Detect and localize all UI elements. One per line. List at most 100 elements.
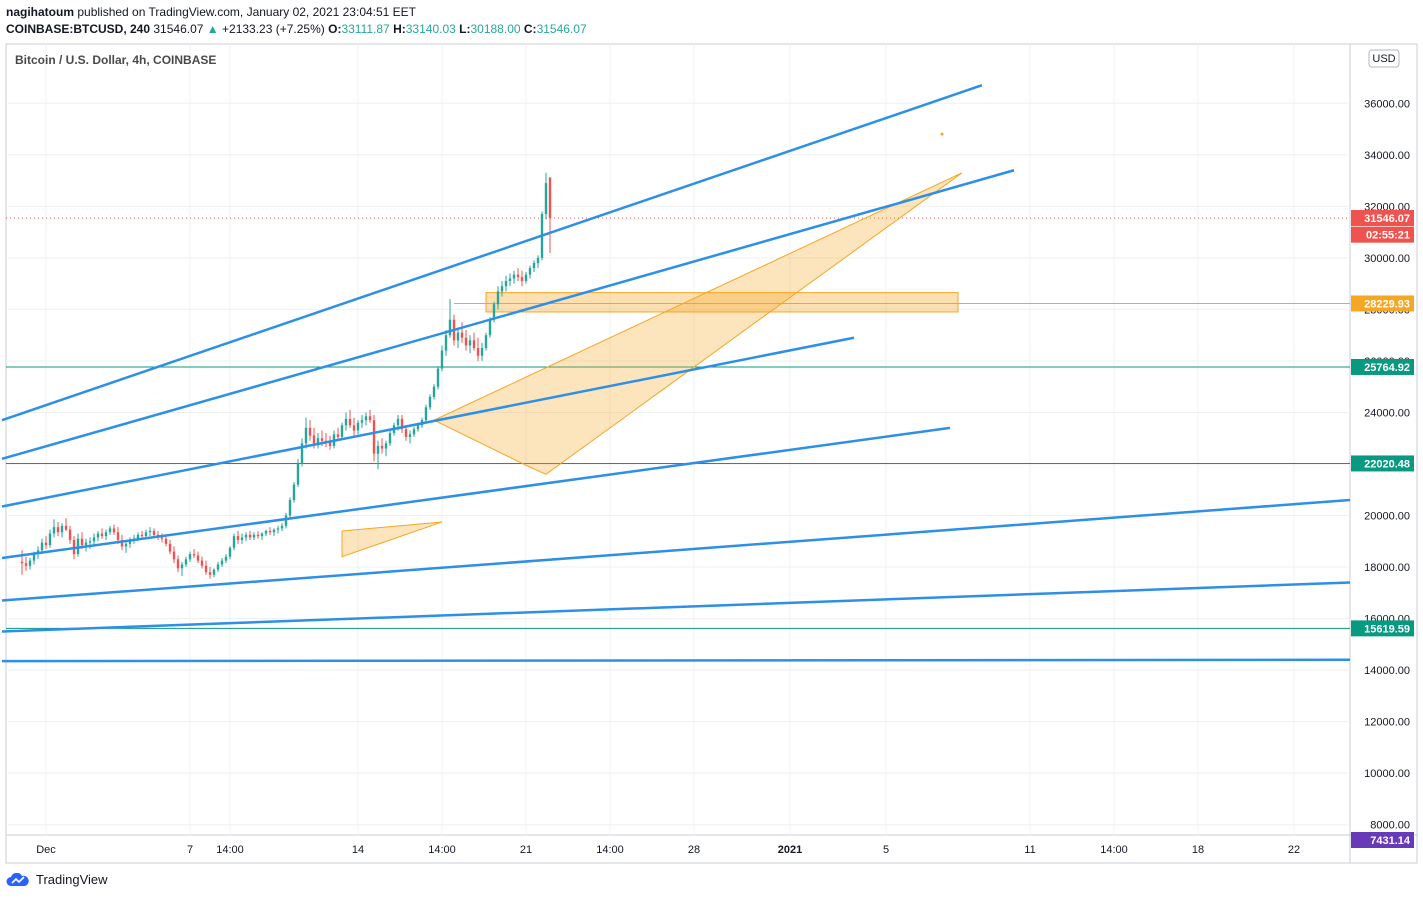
- low-price-text: 7431.14: [1370, 835, 1411, 847]
- candle-body: [180, 564, 184, 569]
- candle: [336, 427, 340, 441]
- marker-dot: [940, 132, 944, 136]
- candle: [508, 273, 512, 287]
- candle-body: [148, 530, 152, 533]
- candle: [356, 420, 360, 435]
- candle: [304, 417, 308, 449]
- candle: [100, 528, 104, 539]
- x-tick-label: 18: [1192, 844, 1204, 856]
- candle-body: [80, 538, 84, 546]
- price-level-label-text: 31546.07: [1364, 213, 1410, 225]
- candle: [208, 567, 212, 579]
- candle-body: [96, 533, 100, 538]
- candle: [124, 541, 128, 553]
- candle-body: [296, 463, 300, 485]
- symbol-label: COINBASE:BTCUSD, 240: [6, 22, 151, 36]
- candle: [284, 512, 288, 529]
- candle-body: [364, 416, 368, 421]
- low-value: 30188.00: [470, 22, 521, 36]
- candle-body: [344, 418, 348, 426]
- candle-body: [208, 572, 212, 575]
- x-tick-label: Dec: [36, 844, 56, 856]
- candle-body: [336, 434, 340, 437]
- candle-body: [388, 433, 392, 444]
- candle-body: [436, 368, 440, 387]
- candle: [428, 394, 432, 410]
- candle-body: [120, 539, 124, 547]
- currency-badge: USD: [1368, 49, 1400, 68]
- candle-body: [460, 332, 464, 338]
- candle: [168, 539, 172, 555]
- candle: [348, 409, 352, 428]
- y-tick-label: 18000.00: [1364, 562, 1410, 574]
- candle-body: [216, 564, 220, 570]
- candle-body: [228, 547, 232, 557]
- candle-body: [304, 427, 308, 444]
- candle: [436, 366, 440, 390]
- candle: [48, 529, 52, 548]
- candle: [224, 554, 228, 564]
- tradingview-logo[interactable]: TradingView: [6, 872, 108, 887]
- price-level-label-box: [1351, 358, 1414, 375]
- candle-body: [124, 543, 128, 547]
- candle-body: [164, 538, 168, 544]
- candle: [440, 345, 444, 372]
- candle: [476, 337, 480, 361]
- candle: [480, 342, 484, 361]
- candle-body: [376, 445, 380, 454]
- candle-body: [280, 525, 284, 529]
- candle-body: [484, 335, 488, 349]
- candle-body: [396, 418, 400, 426]
- candle-body: [248, 534, 252, 538]
- candle-body: [24, 563, 28, 566]
- y-tick-label: 20000.00: [1364, 511, 1410, 523]
- candle: [240, 533, 244, 544]
- candle-body: [416, 425, 420, 430]
- candle-body: [84, 542, 88, 546]
- candle: [412, 426, 416, 437]
- candle-body: [400, 418, 404, 430]
- trend-line: [1, 498, 1351, 602]
- price-level-label-box: [1351, 210, 1414, 227]
- candle: [296, 458, 300, 488]
- candle-body: [312, 435, 316, 444]
- candle: [408, 430, 412, 444]
- candle: [516, 268, 520, 282]
- candle: [532, 260, 536, 273]
- candle-body: [272, 529, 276, 533]
- candle: [52, 519, 56, 538]
- candle: [400, 415, 404, 434]
- countdown-label-text: 02:55:21: [1366, 230, 1410, 242]
- wedge-pattern: [341, 521, 443, 558]
- x-tick-label: 11: [1024, 844, 1035, 856]
- candle-body: [472, 340, 476, 349]
- candle: [524, 272, 528, 284]
- grid: [6, 44, 1350, 835]
- y-tick-label: 14000.00: [1364, 665, 1410, 677]
- candle-body: [136, 534, 140, 539]
- candle-body: [48, 533, 52, 546]
- trend-line: [1, 169, 1015, 461]
- open-value: 33111.87: [341, 22, 390, 36]
- candle: [176, 555, 180, 573]
- candle-body: [44, 542, 48, 546]
- candle: [212, 568, 216, 578]
- candle: [364, 412, 368, 426]
- candle: [148, 527, 152, 537]
- candle-body: [320, 438, 324, 441]
- ohlc-header: COINBASE:BTCUSD, 240 31546.07 ▲ +2133.23…: [6, 22, 587, 36]
- trend-line: [1, 426, 951, 560]
- candle-body: [112, 528, 116, 533]
- candle: [60, 523, 64, 538]
- price-level-label: 28229.93: [1351, 295, 1414, 312]
- candle-body: [152, 530, 156, 535]
- x-tick-label: 7: [187, 844, 193, 856]
- low-price-box: [1351, 832, 1414, 848]
- x-tick-label: 28: [688, 844, 700, 856]
- candle-body: [128, 539, 132, 544]
- y-tick-label: 34000.00: [1364, 150, 1410, 162]
- candle: [376, 440, 380, 470]
- candle: [444, 329, 448, 356]
- candle: [520, 270, 524, 287]
